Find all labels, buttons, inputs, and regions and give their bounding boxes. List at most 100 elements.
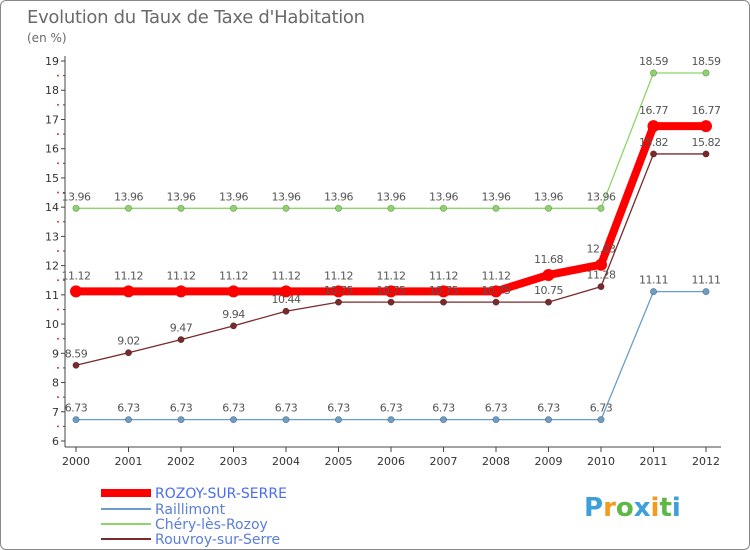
data-point: [280, 285, 292, 298]
y-axis-dot: [57, 250, 59, 252]
unit-label: (en %): [27, 31, 67, 45]
data-label: 15.82: [692, 136, 721, 149]
y-tick-label: 15: [45, 172, 59, 185]
data-label: 11.12: [482, 269, 511, 282]
x-tick-label: 2003: [220, 455, 248, 468]
data-point: [492, 416, 500, 424]
y-tick-label: 13: [45, 230, 59, 243]
series-ch-ry-l-s-rozoy: [72, 69, 710, 212]
y-axis-dot: [57, 103, 59, 106]
legend-label: Raillimont: [155, 502, 226, 518]
data-point: [649, 150, 657, 158]
data-label: 13.96: [534, 190, 563, 203]
y-tick-label: 11: [45, 289, 59, 302]
data-point: [125, 349, 133, 357]
logo-letter: t: [659, 493, 671, 523]
data-point: [385, 285, 397, 298]
series-line: [76, 72, 706, 209]
logo-letter: r: [603, 493, 616, 523]
y-axis-dot: [57, 191, 59, 194]
data-label: 10.75: [324, 284, 353, 297]
data-label: 10.75: [482, 284, 511, 297]
y-tick-label: 16: [45, 143, 59, 156]
x-tick-label: 2002: [167, 455, 195, 468]
data-point: [177, 204, 185, 212]
data-point: [492, 298, 500, 306]
data-point: [649, 69, 657, 77]
data-point: [334, 298, 342, 306]
data-point: [122, 285, 135, 298]
data-point: [544, 416, 552, 424]
data-point: [387, 204, 395, 212]
data-point: [490, 285, 502, 298]
y-tick-label: 19: [45, 55, 59, 68]
data-point: [125, 204, 133, 212]
data-label: 9.02: [117, 335, 140, 348]
data-label: 6.73: [170, 402, 193, 415]
data-point: [439, 298, 447, 306]
data-point: [230, 322, 238, 330]
data-label: 11.11: [692, 274, 721, 287]
data-point: [387, 416, 395, 424]
data-label: 10.75: [377, 284, 406, 297]
y-axis-dot: [57, 220, 59, 223]
data-point: [282, 204, 290, 212]
series-raillimont: [72, 288, 710, 424]
data-label: 8.59: [65, 347, 88, 360]
data-label: 15.82: [639, 136, 668, 149]
y-tick-label: 7: [52, 406, 59, 419]
data-label: 11.12: [114, 269, 143, 282]
data-labels: 11.12 11.12 11.12 11.12 11.12 11.12 11.12 11.12…: [62, 55, 722, 415]
data-label: 9.47: [170, 322, 193, 335]
chart-title: Evolution du Taux de Taxe d'Habitation: [27, 7, 365, 28]
data-label: 6.73: [222, 402, 245, 415]
data-point: [387, 298, 395, 306]
data-point: [70, 285, 82, 298]
legend-label: Chéry-lès-Rozoy: [155, 517, 268, 533]
data-label: 18.59: [639, 55, 668, 68]
y-tick-label: 8: [52, 377, 59, 390]
data-label: 6.73: [485, 402, 508, 415]
x-tick-label: 2007: [430, 455, 458, 468]
data-label: 13.96: [219, 190, 248, 203]
data-point: [439, 204, 447, 212]
data-point: [439, 416, 447, 424]
data-label: 6.73: [117, 402, 140, 415]
data-label: 16.77: [639, 104, 668, 117]
y-tick-label: 10: [45, 318, 59, 331]
legend-label: ROZOY-SUR-SERRE: [155, 486, 287, 502]
data-label: 13.96: [482, 190, 511, 203]
data-point: [597, 283, 605, 291]
data-point: [175, 285, 187, 298]
proxiti-logo: Proxiti: [584, 493, 681, 523]
y-axis-dot: [57, 74, 59, 77]
x-tick-label: 2004: [272, 455, 300, 468]
y-axis-dot: [57, 133, 59, 136]
data-label: 9.94: [222, 308, 245, 321]
series-rouvroy-sur-serre: [72, 150, 710, 369]
data-label: 11.12: [62, 269, 91, 282]
data-label: 13.96: [324, 190, 353, 203]
data-label: 6.73: [275, 402, 298, 415]
data-point: [334, 416, 342, 424]
y-tick-label: 12: [45, 260, 59, 273]
data-point: [597, 204, 605, 212]
data-point: [72, 204, 80, 212]
data-point: [125, 416, 133, 424]
data-label: 6.73: [327, 402, 350, 415]
data-label: 13.96: [167, 190, 196, 203]
data-point: [597, 416, 605, 424]
data-point: [230, 204, 238, 212]
logo-letter: i: [672, 493, 681, 523]
y-axis-dot: [57, 162, 59, 165]
y-tick-label: 17: [45, 113, 59, 126]
y-axis-dot: [57, 337, 59, 340]
y-axis-dot: [57, 279, 59, 282]
x-tick-label: 2012: [692, 455, 720, 468]
data-point: [700, 120, 712, 133]
data-label: 11.12: [429, 269, 458, 282]
x-tick-label: 2001: [115, 455, 143, 468]
y-axis-dot: [57, 366, 59, 369]
